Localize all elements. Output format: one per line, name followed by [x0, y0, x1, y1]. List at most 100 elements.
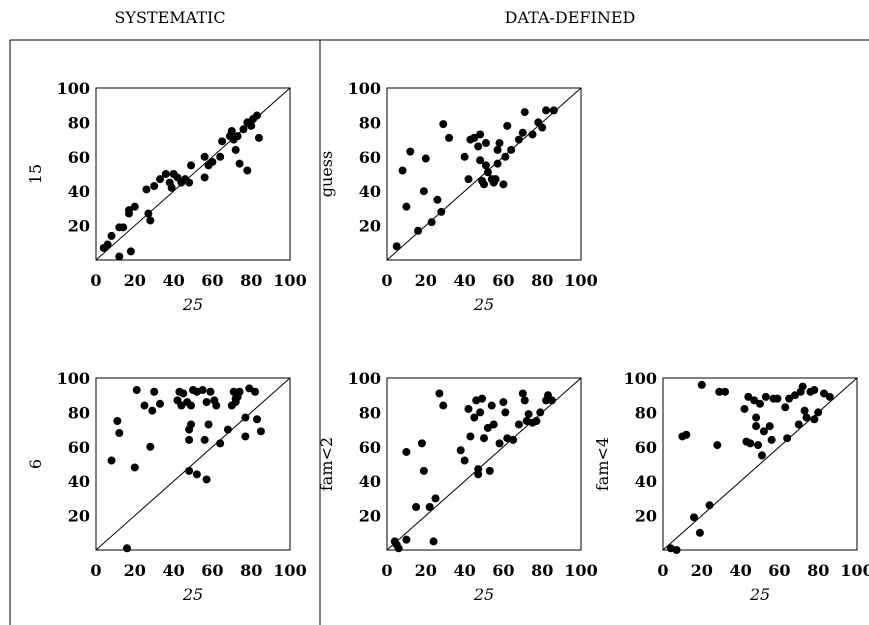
data-point [218, 137, 227, 146]
x-tick-label: 60 [492, 561, 514, 580]
data-point [392, 242, 401, 251]
y-tick-label: 100 [624, 369, 657, 388]
data-point [814, 408, 823, 417]
data-point [146, 442, 155, 451]
data-point [185, 466, 194, 475]
x-tick-label: 20 [691, 561, 713, 580]
data-point [794, 420, 803, 429]
x-tick-label: 80 [240, 561, 262, 580]
x-tick-label: 100 [273, 271, 306, 290]
data-point [419, 187, 428, 196]
data-point [150, 182, 159, 191]
data-point [177, 401, 186, 410]
data-point [398, 166, 407, 175]
x-axis-label: 25 [182, 585, 203, 604]
y-tick-label: 80 [68, 113, 90, 132]
header-systematic: SYSTEMATIC [114, 8, 226, 27]
data-point [672, 546, 681, 554]
data-point [208, 157, 217, 166]
data-point [773, 394, 782, 403]
data-point [501, 152, 510, 161]
x-axis-label: 25 [749, 585, 770, 604]
data-point [192, 470, 201, 479]
data-point [394, 544, 403, 553]
data-point [470, 413, 479, 422]
data-point [503, 121, 512, 130]
x-tick-label: 40 [729, 561, 751, 580]
data-point [256, 427, 265, 436]
data-point [481, 139, 490, 148]
data-point [514, 135, 523, 144]
data-point [200, 152, 209, 161]
data-point [130, 202, 139, 211]
data-point [156, 399, 165, 408]
data-point [509, 435, 518, 444]
x-tick-label: 0 [381, 561, 392, 580]
data-point [202, 475, 211, 484]
data-point [231, 145, 240, 154]
data-point [431, 494, 440, 503]
data-point [752, 422, 761, 431]
plot-pfam4: 0 20 40 60 80 100 20 40 60 80 100 25 fam<4 [593, 369, 869, 604]
plot-pfam2: 0 20 40 60 80 100 20 40 60 80 100 25 fam<2 [317, 369, 598, 604]
data-point [713, 441, 722, 450]
y-tick-label: 40 [68, 472, 90, 491]
data-point [489, 420, 498, 429]
data-point [402, 535, 411, 544]
x-tick-label: 60 [768, 561, 790, 580]
data-point [756, 399, 764, 408]
y-tick-label: 40 [635, 472, 657, 491]
data-point [433, 195, 442, 204]
y-tick-label: 100 [57, 369, 90, 388]
y-tick-label: 80 [359, 403, 381, 422]
data-point [202, 398, 211, 407]
data-point [715, 387, 724, 396]
data-point [524, 410, 533, 419]
plot-pguess: 0 20 40 60 80 100 20 40 60 80 100 25 guess [317, 79, 598, 314]
diagonal-line [386, 377, 582, 551]
data-point [456, 446, 465, 455]
x-tick-label: 60 [201, 561, 223, 580]
data-point [144, 209, 153, 218]
data-point [483, 168, 492, 177]
data-point [740, 404, 749, 413]
plot-box [95, 87, 291, 261]
data-point [476, 156, 485, 165]
data-point [126, 247, 135, 256]
x-tick-label: 60 [492, 271, 514, 290]
data-point [227, 127, 236, 135]
data-point [419, 466, 428, 475]
data-point [247, 121, 256, 130]
data-point [206, 387, 215, 396]
data-point [810, 415, 819, 424]
data-point [476, 408, 485, 417]
data-point [161, 170, 170, 178]
data-point [746, 439, 755, 448]
data-point [470, 133, 479, 142]
data-point [235, 159, 244, 168]
data-point [460, 456, 469, 465]
data-point [187, 161, 196, 170]
x-tick-label: 0 [90, 561, 101, 580]
data-point [216, 152, 225, 161]
data-point [402, 447, 411, 456]
data-point [103, 240, 112, 249]
data-point [142, 185, 151, 194]
data-point [542, 106, 551, 115]
data-point [216, 439, 225, 448]
plot-box [386, 87, 582, 261]
data-point [767, 435, 776, 444]
plot-box [386, 377, 582, 551]
data-point [798, 382, 807, 391]
data-point [478, 394, 487, 403]
y-tick-label: 100 [348, 79, 381, 98]
data-point [200, 435, 209, 444]
data-point [119, 223, 128, 232]
data-point [528, 130, 537, 139]
data-point [520, 108, 529, 117]
data-point [187, 420, 196, 429]
data-point [140, 401, 149, 410]
data-point [464, 404, 473, 413]
